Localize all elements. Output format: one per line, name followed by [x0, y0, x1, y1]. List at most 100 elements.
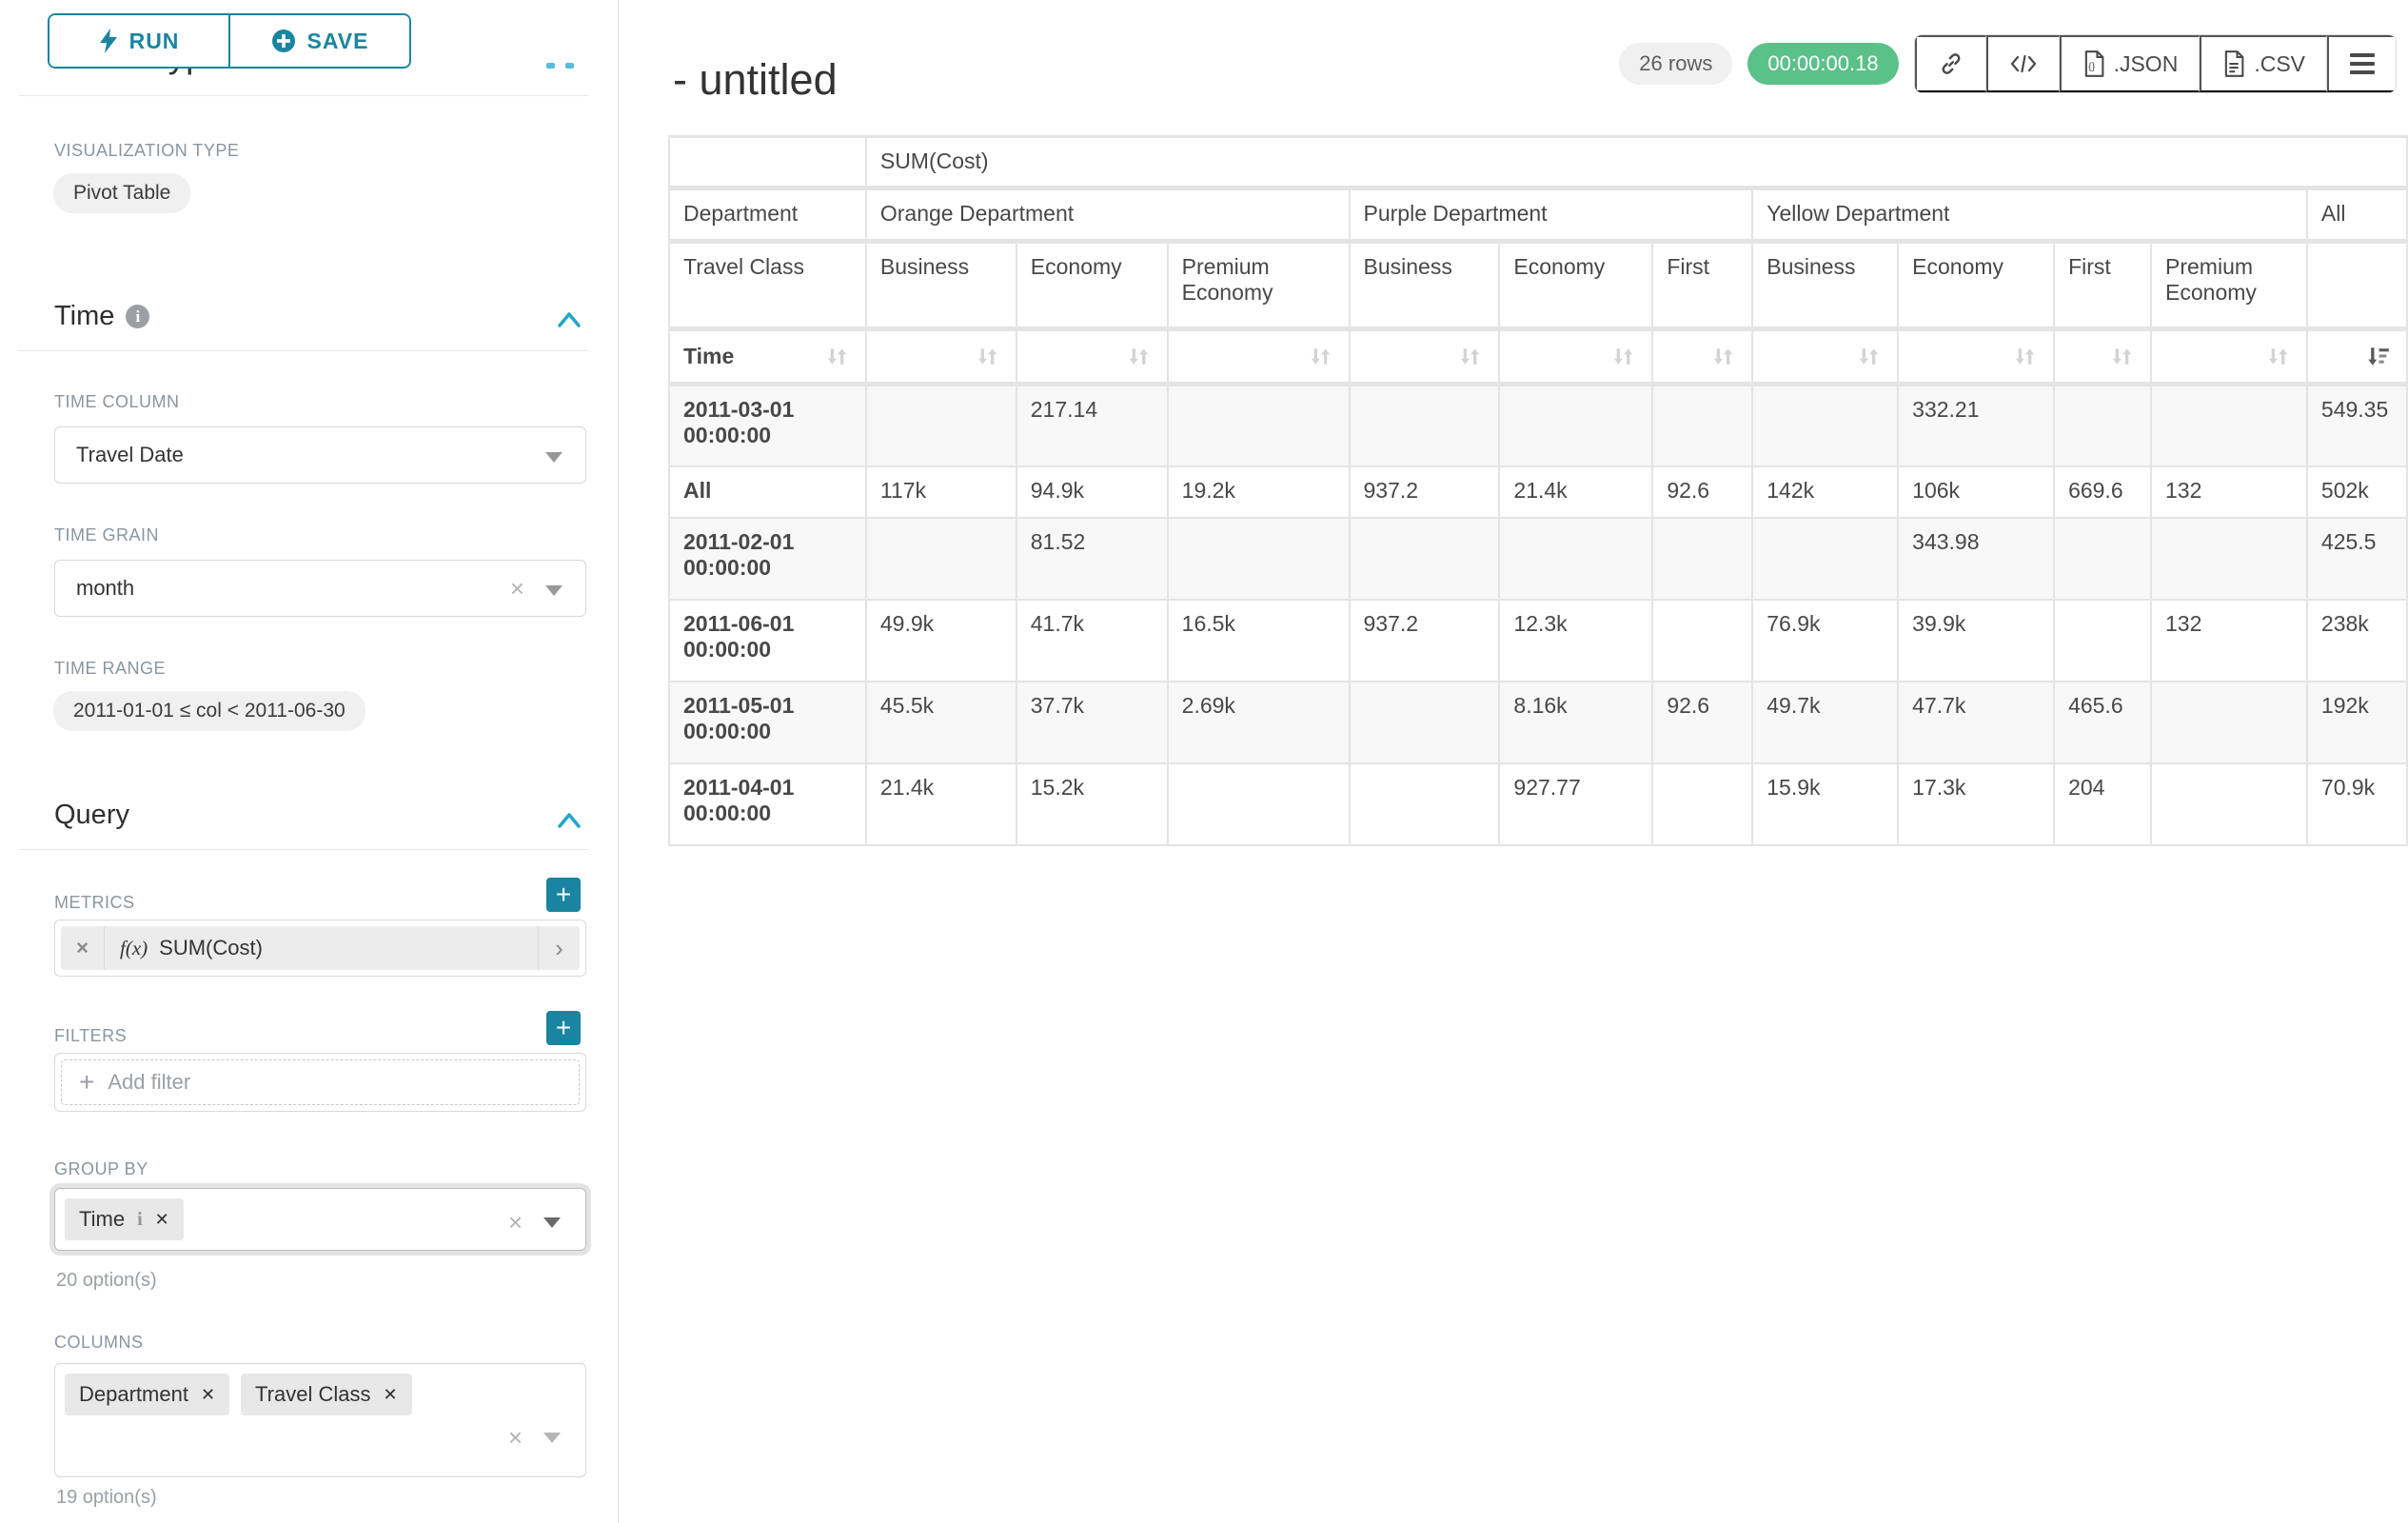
- metric-label: SUM(Cost): [159, 936, 263, 960]
- pivot-sort-cell[interactable]: [1016, 329, 1168, 385]
- run-button[interactable]: RUN: [49, 15, 228, 67]
- columns-select[interactable]: Department✕ Travel Class ✕ ×: [54, 1363, 586, 1477]
- pivot-time-sort-header[interactable]: Time: [669, 329, 866, 385]
- pivot-value-cell: [1350, 682, 1500, 763]
- chevron-down-icon[interactable]: [543, 1217, 561, 1228]
- add-metric-button[interactable]: +: [546, 878, 581, 912]
- query-section-heading: Query: [54, 800, 129, 831]
- pivot-value-cell: 192k: [2307, 682, 2407, 763]
- pivot-class-header: Business: [866, 242, 1016, 329]
- page-title: - untitled: [673, 55, 838, 105]
- time-column-select[interactable]: Travel Date: [54, 426, 586, 484]
- add-filter-placeholder: Add filter: [108, 1070, 190, 1095]
- columns-pills: Department✕ Travel Class ✕: [65, 1374, 576, 1415]
- pivot-value-cell: 15.2k: [1016, 763, 1168, 845]
- pivot-value-cell: [1499, 518, 1652, 600]
- row-count-badge: 26 rows: [1619, 43, 1732, 85]
- copy-link-button[interactable]: [1915, 35, 1986, 92]
- pivot-class-header: Economy: [1898, 242, 2054, 329]
- pivot-sort-cell[interactable]: [1168, 329, 1350, 385]
- pivot-sort-cell[interactable]: [1652, 329, 1752, 385]
- pivot-sort-cell[interactable]: [1350, 329, 1500, 385]
- add-filter-button[interactable]: + Add filter: [61, 1059, 580, 1105]
- time-range-pill[interactable]: 2011-01-01 ≤ col < 2011-06-30: [53, 691, 365, 731]
- time-grain-value: month: [76, 576, 134, 601]
- collapse-query-section-icon[interactable]: [556, 809, 582, 832]
- pivot-value-cell: 669.6: [2054, 466, 2151, 518]
- remove-pill-icon[interactable]: ✕: [383, 1385, 397, 1405]
- columns-pill[interactable]: Travel Class ✕: [241, 1374, 412, 1415]
- filters-box: + Add filter: [54, 1053, 586, 1112]
- pivot-sort-cell-active[interactable]: [2307, 329, 2407, 385]
- hamburger-menu-icon: [2350, 53, 2375, 74]
- pivot-data-row: 2011-05-01 00:00:0045.5k37.7k2.69k8.16k9…: [669, 682, 2407, 763]
- pivot-value-cell: 15.9k: [1752, 763, 1898, 845]
- columns-pill[interactable]: Department✕: [65, 1374, 229, 1415]
- clear-icon[interactable]: ×: [508, 1423, 523, 1453]
- pivot-value-cell: 19.2k: [1168, 466, 1350, 518]
- pivot-table: SUM(Cost)DepartmentOrange DepartmentPurp…: [668, 135, 2408, 846]
- pivot-class-header: First: [1652, 242, 1752, 329]
- pivot-table-container: SUM(Cost)DepartmentOrange DepartmentPurp…: [668, 135, 2408, 846]
- pivot-value-cell: 343.98: [1898, 518, 2054, 600]
- pivot-row-header: 2011-03-01 00:00:00: [669, 385, 866, 466]
- pivot-sort-cell[interactable]: [2054, 329, 2151, 385]
- pivot-class-row: Travel ClassBusinessEconomyPremium Econo…: [669, 242, 2407, 329]
- pivot-sort-row: Time: [669, 329, 2407, 385]
- pivot-value-cell: 16.5k: [1168, 600, 1350, 682]
- pivot-sort-cell[interactable]: [1752, 329, 1898, 385]
- pivot-value-cell: 2.69k: [1168, 682, 1350, 763]
- pivot-sort-cell[interactable]: [1898, 329, 2054, 385]
- pivot-sort-cell[interactable]: [866, 329, 1016, 385]
- metric-pill[interactable]: × f(x) SUM(Cost) ›: [61, 926, 580, 970]
- group-by-select[interactable]: Timei✕ ×: [54, 1188, 586, 1251]
- pivot-value-cell: 94.9k: [1016, 466, 1168, 518]
- clear-icon[interactable]: ×: [510, 574, 524, 603]
- results-menu-button[interactable]: [2327, 35, 2396, 92]
- remove-pill-icon[interactable]: ✕: [201, 1385, 215, 1405]
- collapse-time-section-icon[interactable]: [556, 308, 582, 331]
- pivot-data-row: All117k94.9k19.2k937.221.4k92.6142k106k6…: [669, 466, 2407, 518]
- pivot-department-header: Yellow Department: [1752, 188, 2307, 242]
- pivot-sort-cell[interactable]: [2151, 329, 2307, 385]
- pivot-value-cell: 238k: [2307, 600, 2407, 682]
- columns-pill-label: Travel Class: [255, 1382, 370, 1407]
- pivot-value-cell: 21.4k: [1499, 466, 1652, 518]
- result-header-controls: 26 rows 00:00:00.18: [1619, 34, 2397, 93]
- pivot-data-row: 2011-04-01 00:00:0021.4k15.2k927.7715.9k…: [669, 763, 2407, 845]
- pivot-value-cell: [2151, 385, 2307, 466]
- pivot-value-cell: [1752, 385, 1898, 466]
- visualization-type-pill[interactable]: Pivot Table: [53, 173, 190, 213]
- save-button[interactable]: SAVE: [228, 15, 409, 67]
- pivot-value-cell: 41.7k: [1016, 600, 1168, 682]
- chevron-down-icon[interactable]: [543, 1433, 561, 1443]
- pivot-data-row: 2011-02-01 00:00:0081.52343.98425.5: [669, 518, 2407, 600]
- remove-pill-icon[interactable]: ✕: [155, 1210, 169, 1230]
- group-by-options-hint: 20 option(s): [56, 1270, 157, 1292]
- pivot-value-cell: [1350, 518, 1500, 600]
- export-csv-button[interactable]: .CSV: [2200, 35, 2327, 92]
- view-query-button[interactable]: [1986, 35, 2060, 92]
- export-json-button[interactable]: {} .JSON: [2060, 35, 2201, 92]
- pivot-value-cell: 927.77: [1499, 763, 1652, 845]
- remove-metric-icon[interactable]: ×: [61, 926, 105, 970]
- clear-icon[interactable]: ×: [508, 1208, 523, 1237]
- pivot-value-cell: [2151, 763, 2307, 845]
- pivot-value-cell: 204: [2054, 763, 2151, 845]
- code-icon: [2009, 51, 2038, 76]
- info-icon: i: [137, 1209, 143, 1231]
- pivot-value-cell: 106k: [1898, 466, 2054, 518]
- chevron-down-icon[interactable]: [545, 452, 563, 463]
- chevron-down-icon[interactable]: [545, 585, 563, 596]
- time-range-label: TIME RANGE: [54, 659, 166, 679]
- group-by-pill[interactable]: Timei✕: [65, 1198, 184, 1240]
- pivot-table-body: SUM(Cost)DepartmentOrange DepartmentPurp…: [669, 137, 2407, 845]
- pivot-sort-cell[interactable]: [1499, 329, 1652, 385]
- add-filter-plus-button[interactable]: +: [546, 1011, 581, 1045]
- pivot-value-cell: 92.6: [1652, 466, 1752, 518]
- pivot-value-cell: 49.7k: [1752, 682, 1898, 763]
- chevron-right-icon[interactable]: ›: [538, 926, 580, 970]
- pivot-class-header: Premium Economy: [2151, 242, 2307, 329]
- time-grain-select[interactable]: month ×: [54, 560, 586, 617]
- pivot-department-header: Purple Department: [1350, 188, 1753, 242]
